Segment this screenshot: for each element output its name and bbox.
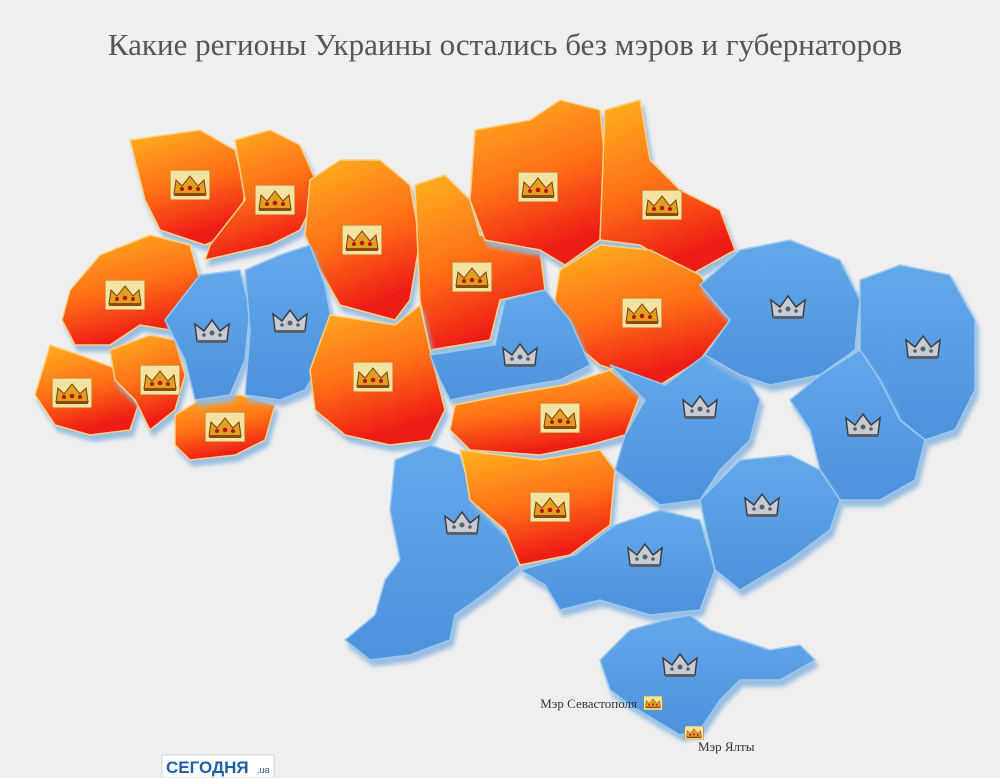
title: Какие регионы Украины остались без мэров… [108, 27, 902, 62]
logo-box [161, 754, 275, 778]
gold-crown [342, 225, 382, 255]
region [599, 614, 817, 736]
gold-crown [452, 262, 492, 292]
region [599, 99, 736, 276]
gold-crown [52, 378, 92, 408]
gold-crown [642, 190, 682, 220]
logo: СЕГОДНЯ .ua [161, 754, 275, 778]
gold-crown [530, 492, 570, 522]
logo-domain: .ua [257, 765, 270, 775]
gold-crown [205, 412, 245, 442]
gold-crown [105, 280, 145, 310]
gold-crown [140, 365, 180, 395]
gold-crown [353, 362, 393, 392]
sevastopol-label: Мэр Севастополя [540, 696, 637, 711]
gold-crown [540, 403, 580, 433]
region [699, 454, 841, 591]
gold-crown-small [684, 726, 704, 740]
gold-crown [622, 298, 662, 328]
gold-crown [255, 185, 295, 215]
gold-crown [170, 170, 210, 200]
region [518, 509, 716, 616]
logo-name: СЕГОДНЯ [166, 758, 249, 777]
region [428, 289, 591, 401]
gold-crown [518, 172, 558, 202]
yalta-label: Мэр Ялты [698, 739, 755, 754]
gold-crown-small [643, 696, 663, 710]
